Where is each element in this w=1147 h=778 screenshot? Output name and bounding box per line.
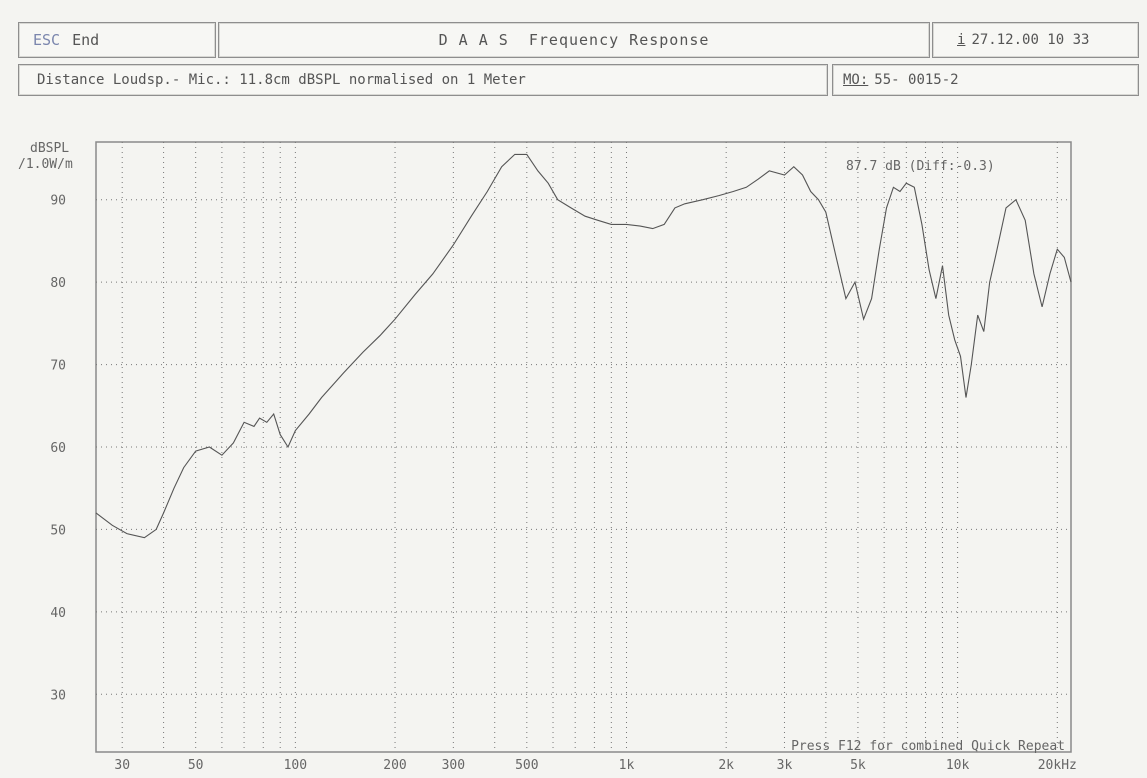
y-tick-label: 90 xyxy=(50,194,66,209)
plot-frame xyxy=(95,141,1072,753)
y-tick-labels: 30 40 50 60 70 80 90 xyxy=(50,194,66,704)
y-axis-label-ref: /1.0W/m xyxy=(18,157,73,172)
response-curve xyxy=(95,153,1072,539)
distance-info: Distance Loudsp.- Mic.: 11.8cm dBSPL nor… xyxy=(18,64,828,96)
x-tick-label: 1k xyxy=(619,758,635,773)
title-text: D A A S Frequency Response xyxy=(438,31,710,49)
grid-lines xyxy=(96,142,1071,752)
y-tick-label: 80 xyxy=(50,276,66,291)
distance-text: Distance Loudsp.- Mic.: 11.8cm dBSPL nor… xyxy=(37,72,526,88)
y-tick-label: 70 xyxy=(50,359,66,374)
x-tick-label: 10k xyxy=(946,758,970,773)
x-tick-labels: 30 50 100 200 300 500 1k 2k 3k 5k 10k 20kHz xyxy=(114,758,1076,773)
y-tick-label: 60 xyxy=(50,441,66,456)
x-tick-label: 300 xyxy=(442,758,465,773)
x-tick-label: 30 xyxy=(114,758,130,773)
esc-key-label: ESC xyxy=(33,31,61,49)
y-tick-label: 50 xyxy=(50,523,66,538)
datetime-box: i 27.12.00 10 33 xyxy=(932,22,1139,58)
y-tick-label: 40 xyxy=(50,606,66,621)
mo-key-label: MO: xyxy=(843,72,869,88)
x-tick-label: 2k xyxy=(718,758,734,773)
datetime-text: 27.12.00 10 33 xyxy=(971,32,1090,48)
x-tick-label: 5k xyxy=(850,758,866,773)
x-tick-label: 50 xyxy=(188,758,204,773)
footer-note: Press F12 for combined Quick Repeat xyxy=(791,739,1065,754)
y-axis-label-unit: dBSPL xyxy=(30,141,69,156)
x-tick-label: 100 xyxy=(284,758,307,773)
model-number-box: MO: 55- 0015-2 xyxy=(832,64,1139,96)
end-key-box[interactable]: ESC End xyxy=(18,22,216,58)
x-tick-label: 20kHz xyxy=(1038,758,1077,773)
mo-value: 55- 0015-2 xyxy=(874,72,959,88)
x-tick-label: 3k xyxy=(777,758,793,773)
window-title: D A A S Frequency Response xyxy=(218,22,930,58)
x-tick-label: 200 xyxy=(383,758,406,773)
chart-annotation: 87.7 dB (Diff:-0.3) xyxy=(846,159,995,174)
end-label: End xyxy=(72,31,100,49)
y-tick-label: 30 xyxy=(50,688,66,703)
x-tick-label: 500 xyxy=(515,758,538,773)
info-icon[interactable]: i xyxy=(957,32,966,48)
